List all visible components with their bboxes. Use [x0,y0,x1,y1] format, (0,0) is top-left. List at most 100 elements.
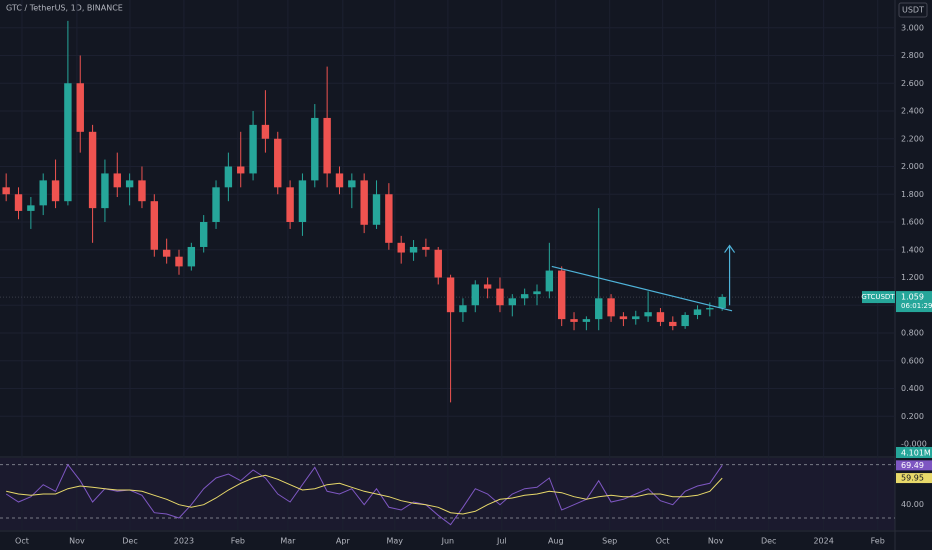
candle-body [385,194,393,243]
chart-title: GTC / TetherUS, 1D, BINANCE [6,4,123,13]
y-tick-label: 1.800 [901,190,924,199]
y-tick-label: 0.800 [901,329,924,338]
y-tick-label: 2.200 [901,134,924,143]
y-tick-label: 2.000 [901,162,924,171]
y-tick-label: 0.600 [901,356,924,365]
x-tick-label: Oct [15,537,29,546]
candle-body [422,246,430,250]
x-tick-label: 2024 [813,537,833,546]
candle-body [27,205,35,211]
y-tick-label: 0.400 [901,384,924,393]
x-tick-label: Dec [122,537,137,546]
currency[interactable]: USDT [902,6,924,15]
countdown: 06:01:29 [901,302,932,310]
candle-body [582,319,591,322]
rsi-ma-box [896,473,932,484]
candle-body [249,124,257,174]
candle-body [557,270,566,320]
symbol-label-box [862,291,895,304]
rsi-tick-label: 40.00 [901,500,924,509]
symbol-label: GTCUSDT [861,293,895,301]
x-tick-label: Aug [548,537,564,546]
candle-body [595,298,603,320]
x-tick-label: Feb [871,537,885,546]
rsi-value-box [896,460,932,471]
x-tick-label: Nov [69,537,85,546]
candle-body [607,298,615,317]
candle-body [261,124,270,139]
candle-body [483,284,492,289]
candle-body [545,270,554,292]
candle-body [125,180,134,188]
candle-body [360,180,368,225]
candle-body [138,180,146,202]
candle-body [323,117,331,174]
volume-zero-label: -0.000 [901,440,927,449]
x-tick-label: Mar [280,537,296,546]
candle-body [520,294,529,299]
candle-body [212,187,220,222]
candle-body [39,180,47,206]
rsi-ma-line [6,474,723,515]
candle-body [298,180,307,222]
candle-body [459,305,467,313]
candle-body [496,288,504,306]
candle-body [570,319,578,322]
candle-body [632,316,640,320]
candle-body [533,291,541,295]
candle-body [644,312,652,317]
x-tick-label: 2023 [174,537,194,546]
candle-body [101,173,109,209]
y-tick-label: 2.800 [901,51,924,60]
candle-body [669,321,677,327]
x-tick-label: Sep [602,537,617,546]
candle-body [2,187,10,195]
x-tick-label: Dec [761,537,776,546]
last-price-label: 1.059 [901,293,924,302]
candle-body [162,249,171,257]
candle-body [199,222,208,247]
y-tick-label: 1.400 [901,245,924,254]
candle-body [681,314,689,327]
candle-body [76,83,84,132]
x-tick-label: Nov [708,537,724,546]
candle-body [286,187,294,222]
candle-body [14,194,23,211]
y-tick-label: 0.200 [901,412,924,421]
x-tick-label: Oct [656,537,670,546]
candle-body [187,246,196,267]
candle-body [718,296,726,309]
x-tick-label: Jul [496,537,507,546]
candle-body [619,316,628,320]
candle-body [409,246,418,253]
candle-body [372,194,381,225]
candle-body [508,298,517,306]
candle-body [274,138,282,188]
candle-body [446,277,455,313]
candle-body [150,201,159,250]
x-tick-label: May [387,537,404,546]
volume-label-box [896,447,932,458]
currency-box[interactable] [898,2,928,18]
last-price-box [896,291,932,313]
x-tick-label: Jun [441,537,455,546]
candle-body [51,180,60,202]
candle-body [335,173,344,188]
candle-body [113,173,121,188]
candle-body [311,117,319,181]
y-tick-label: 2.400 [901,107,924,116]
rsi-value-label: 69.49 [901,461,924,470]
candle-body [348,180,356,188]
candle-body [397,242,405,253]
candle-body [434,249,442,278]
candle-body [64,83,72,202]
candle-body [656,312,665,322]
y-tick-label: 2.600 [901,79,924,88]
volume-label: 4.101M [901,449,931,458]
rsi-ma-label: 59.95 [901,474,924,483]
trendline [551,265,733,312]
candle-body [175,256,183,267]
x-tick-label: Feb [231,537,245,546]
candle-body [224,166,233,188]
